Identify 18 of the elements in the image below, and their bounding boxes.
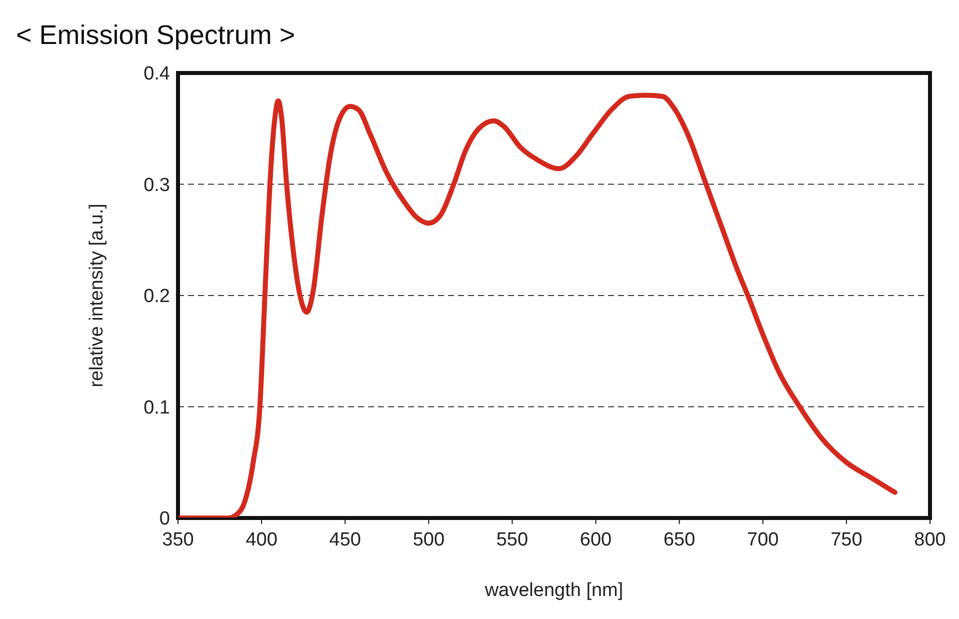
y-tick-label: 0.4 [144, 64, 170, 85]
x-tick-label: 450 [329, 529, 361, 550]
y-tick-label: 0.3 [144, 174, 170, 196]
y-tick-label: 0.1 [144, 397, 170, 418]
y-tick-label: 0.2 [144, 286, 170, 308]
y-axis-title: relative intensity [a.u.] [86, 204, 108, 388]
x-tick-label: 750 [830, 529, 862, 550]
x-tick-label: 650 [663, 529, 696, 550]
x-tick-label: 550 [496, 529, 528, 550]
x-axis-title: wavelength [nm] [484, 580, 624, 601]
x-tick-label: 700 [747, 529, 779, 550]
y-tick-label: 0 [159, 508, 170, 530]
x-tick-label: 800 [914, 529, 946, 550]
x-tick-label: 500 [412, 529, 445, 550]
chart-title: < Emission Spectrum > [16, 20, 296, 51]
x-tick-label: 600 [580, 529, 612, 550]
x-tick-label: 350 [162, 529, 194, 550]
x-tick-label: 400 [246, 529, 278, 550]
